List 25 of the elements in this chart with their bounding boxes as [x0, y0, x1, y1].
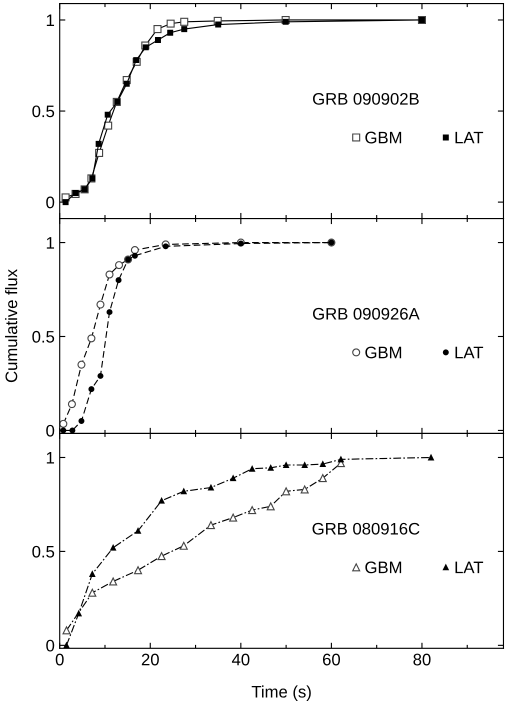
x-tick-label: 80 — [413, 654, 431, 666]
x-tick-label: 60 — [322, 654, 340, 666]
annotation: GRB 090926A — [313, 308, 420, 320]
legend-label: GBM — [365, 132, 402, 144]
legend-label: GBM — [365, 346, 402, 358]
y-tick-label: 0 — [46, 196, 54, 208]
y-tick-label: 0 — [46, 424, 54, 437]
legend-label: GBM — [365, 562, 402, 574]
y-tick-label: 1 — [46, 237, 54, 249]
x-axis-title: Time (s) — [252, 685, 311, 701]
y-tick-label: 1 — [46, 452, 54, 464]
y-axis-title: Cumulative flux — [5, 269, 18, 382]
annotation: GRB 090902B — [313, 92, 419, 105]
y-tick-label: 0.5 — [32, 546, 54, 558]
y-tick-label: 0.5 — [32, 105, 54, 118]
y-tick-label: 0 — [46, 640, 54, 652]
legend-label: LAT — [456, 132, 484, 144]
annotation: GRB 080916C — [312, 522, 420, 535]
legend-label: LAT — [456, 562, 484, 574]
x-tick-label: 20 — [142, 654, 159, 666]
y-tick-label: 0.5 — [32, 330, 54, 343]
x-tick-label: 0 — [56, 654, 64, 666]
y-tick-label: 1 — [46, 14, 54, 26]
x-tick-label: 40 — [232, 654, 250, 666]
legend-label: LAT — [456, 346, 484, 358]
